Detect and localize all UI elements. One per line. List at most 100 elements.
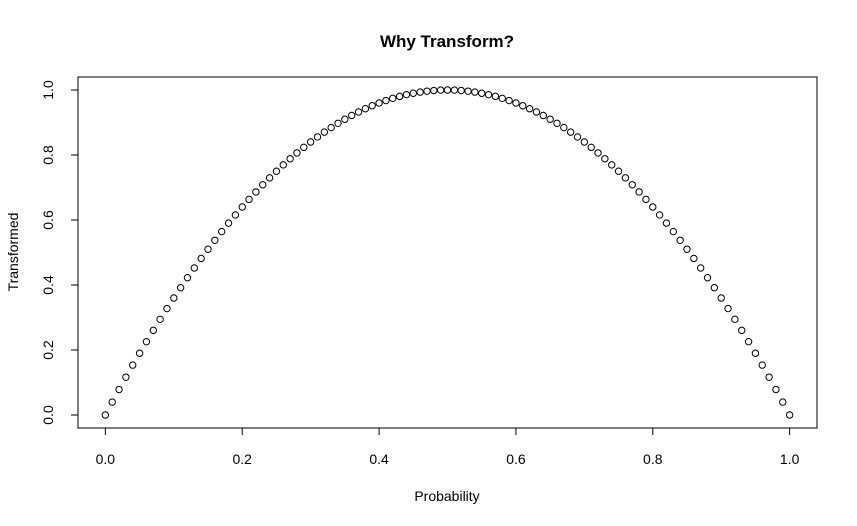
data-point: [108, 398, 116, 406]
x-tick-label: 0.2: [232, 451, 252, 467]
data-point: [211, 236, 219, 244]
data-point: [101, 411, 110, 419]
data-point: [546, 115, 554, 123]
data-point: [252, 188, 260, 196]
data-point: [738, 326, 746, 335]
data-point: [628, 181, 636, 189]
data-point: [587, 143, 595, 152]
data-point: [354, 108, 363, 116]
plot-frame: [77, 76, 818, 429]
data-point: [348, 111, 356, 120]
data-point: [450, 86, 459, 94]
data-point: [231, 211, 240, 219]
data-point: [566, 128, 575, 136]
data-point: [717, 294, 725, 302]
data-point: [395, 92, 404, 101]
data-point: [505, 96, 513, 105]
y-tick-label: 0.0: [40, 405, 56, 425]
data-point: [594, 149, 602, 157]
data-point: [259, 181, 267, 189]
data-point: [286, 155, 294, 163]
x-axis: 0.0 0.2 0.4 0.6 0.8 1.0: [96, 427, 800, 467]
data-point: [115, 385, 123, 394]
data-point: [580, 138, 589, 146]
data-point: [183, 274, 192, 282]
data-point: [662, 219, 671, 227]
data-point: [135, 349, 144, 357]
x-axis-label: Probability: [414, 488, 479, 504]
data-point: [327, 123, 335, 132]
data-point: [779, 398, 787, 406]
data-point: [238, 203, 246, 211]
data-point: [560, 123, 568, 132]
y-tick-label: 1.0: [40, 80, 56, 100]
data-point: [272, 167, 281, 175]
data-point: [676, 236, 684, 244]
data-point: [149, 326, 157, 335]
data-point: [642, 195, 650, 204]
data-point: [224, 219, 233, 227]
data-point: [409, 89, 417, 97]
data-point: [539, 111, 547, 120]
data-point: [478, 89, 486, 97]
data-point: [129, 361, 137, 369]
data-point: [614, 167, 623, 175]
data-point: [669, 227, 678, 236]
data-point: [436, 86, 445, 94]
data-point: [608, 161, 616, 169]
data-point: [142, 337, 151, 346]
y-tick-label: 0.8: [40, 145, 56, 165]
data-point: [361, 105, 370, 113]
data-point: [176, 284, 185, 292]
y-axis: 0.0 0.2 0.4 0.6 0.8 1.0: [40, 80, 79, 425]
data-point: [306, 138, 315, 146]
data-point: [498, 94, 506, 103]
data-point: [163, 304, 171, 313]
data-point: [553, 119, 561, 127]
data-point: [464, 87, 472, 95]
data-point: [710, 284, 719, 292]
data-point: [382, 96, 390, 105]
data-point: [300, 143, 308, 152]
data-point: [320, 128, 329, 136]
y-axis-label: Transformed: [5, 213, 21, 292]
data-points: [101, 86, 794, 419]
data-point: [731, 315, 739, 324]
data-point: [430, 86, 438, 95]
data-point: [313, 133, 322, 141]
y-tick-label: 0.4: [40, 275, 56, 295]
data-point: [197, 254, 205, 263]
data-point: [245, 195, 253, 204]
data-point: [375, 99, 383, 107]
data-point: [484, 90, 493, 99]
data-point: [334, 119, 342, 127]
data-point: [423, 87, 431, 95]
data-point: [751, 349, 760, 357]
y-tick-label: 0.2: [40, 340, 56, 360]
data-point: [265, 174, 274, 182]
data-point: [279, 161, 287, 169]
data-point: [649, 203, 657, 211]
data-point: [573, 133, 582, 141]
data-point: [190, 264, 199, 272]
y-tick-label: 0.6: [40, 210, 56, 230]
data-point: [491, 92, 500, 101]
data-point: [601, 155, 609, 163]
x-tick-label: 0.8: [643, 451, 663, 467]
data-point: [724, 304, 732, 313]
data-point: [457, 86, 465, 95]
data-point: [416, 88, 424, 96]
data-point: [525, 105, 534, 113]
data-point: [443, 86, 452, 94]
data-point: [156, 315, 164, 324]
data-point: [772, 385, 780, 394]
data-point: [512, 99, 520, 107]
x-tick-label: 1.0: [780, 451, 800, 467]
data-point: [341, 115, 349, 123]
x-tick-label: 0.6: [506, 451, 526, 467]
data-point: [122, 373, 130, 381]
data-point: [683, 245, 691, 253]
data-point: [655, 211, 664, 219]
data-point: [765, 373, 773, 381]
